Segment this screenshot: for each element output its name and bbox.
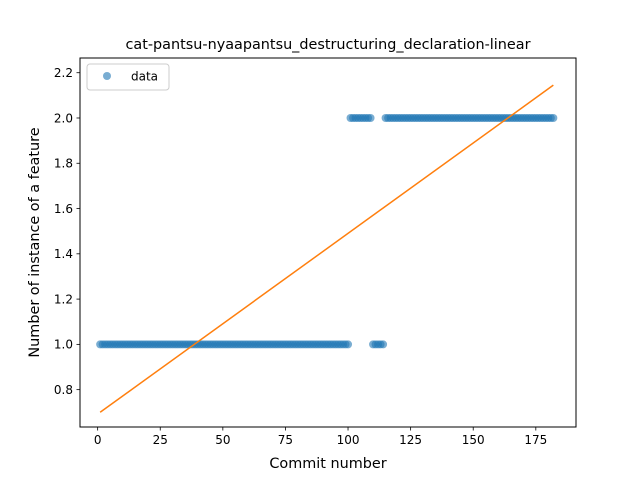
- chart-title: cat-pantsu-nyaapantsu_destructuring_decl…: [125, 37, 530, 53]
- y-tick-label: 2.2: [54, 66, 73, 80]
- x-tick-label: 150: [462, 433, 485, 447]
- data-point: [344, 340, 353, 349]
- x-tick-label: 75: [278, 433, 293, 447]
- y-tick-label: 0.8: [54, 383, 73, 397]
- legend-label-data: data: [131, 70, 158, 84]
- x-axis-ticks: 0 25 50 75 100 125 150 175: [94, 427, 547, 447]
- x-axis-label: Commit number: [269, 456, 386, 472]
- y-tick-label: 1.0: [54, 338, 73, 352]
- legend: data: [86, 63, 170, 91]
- x-tick-label: 100: [337, 433, 360, 447]
- y-axis-label: Number of instance of a feature: [27, 127, 43, 357]
- y-tick-label: 1.6: [54, 202, 73, 216]
- y-axis-ticks: 0.8 1.0 1.2 1.4 1.6 1.8 2.0 2.2: [54, 66, 80, 397]
- x-tick-label: 50: [215, 433, 230, 447]
- data-point: [549, 113, 558, 122]
- y-tick-label: 1.8: [54, 157, 73, 171]
- legend-marker-data: [103, 72, 111, 80]
- data-point: [379, 340, 388, 349]
- fit-line: [99, 84, 554, 413]
- x-tick-label: 25: [153, 433, 168, 447]
- y-tick-label: 2.0: [54, 111, 73, 125]
- x-tick-label: 175: [524, 433, 547, 447]
- axes-frame: [79, 57, 577, 428]
- data-point: [366, 113, 375, 122]
- y-tick-label: 1.2: [54, 292, 73, 306]
- x-tick-label: 125: [399, 433, 422, 447]
- legend-box: [86, 63, 170, 91]
- x-tick-label: 0: [94, 433, 102, 447]
- plot-area: [96, 84, 558, 413]
- y-tick-label: 1.4: [54, 247, 73, 261]
